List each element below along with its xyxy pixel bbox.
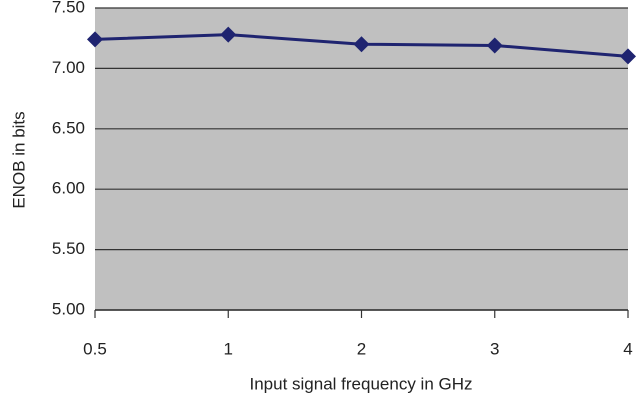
x-tick-label: 2 bbox=[357, 339, 366, 358]
data-point bbox=[486, 37, 503, 54]
x-tick-label: 4 bbox=[623, 339, 632, 358]
x-tick-label: 1 bbox=[224, 339, 233, 358]
y-tick-label: 7.50 bbox=[52, 0, 85, 16]
y-tick-label: 6.50 bbox=[52, 118, 85, 137]
data-point bbox=[353, 36, 370, 53]
y-tick-label: 5.00 bbox=[52, 299, 85, 318]
x-tick-label: 3 bbox=[490, 339, 499, 358]
data-point bbox=[87, 31, 103, 48]
data-point bbox=[220, 26, 237, 43]
y-tick-label: 7.00 bbox=[52, 58, 85, 77]
x-axis-label: Input signal frequency in GHz bbox=[249, 374, 472, 393]
y-tick-label: 6.00 bbox=[52, 179, 85, 198]
x-tick-label: 0.5 bbox=[83, 339, 107, 358]
y-tick-label: 5.50 bbox=[52, 239, 85, 258]
y-axis-label: ENOB in bits bbox=[9, 111, 28, 208]
data-point bbox=[620, 48, 636, 65]
plot-area bbox=[95, 8, 628, 310]
